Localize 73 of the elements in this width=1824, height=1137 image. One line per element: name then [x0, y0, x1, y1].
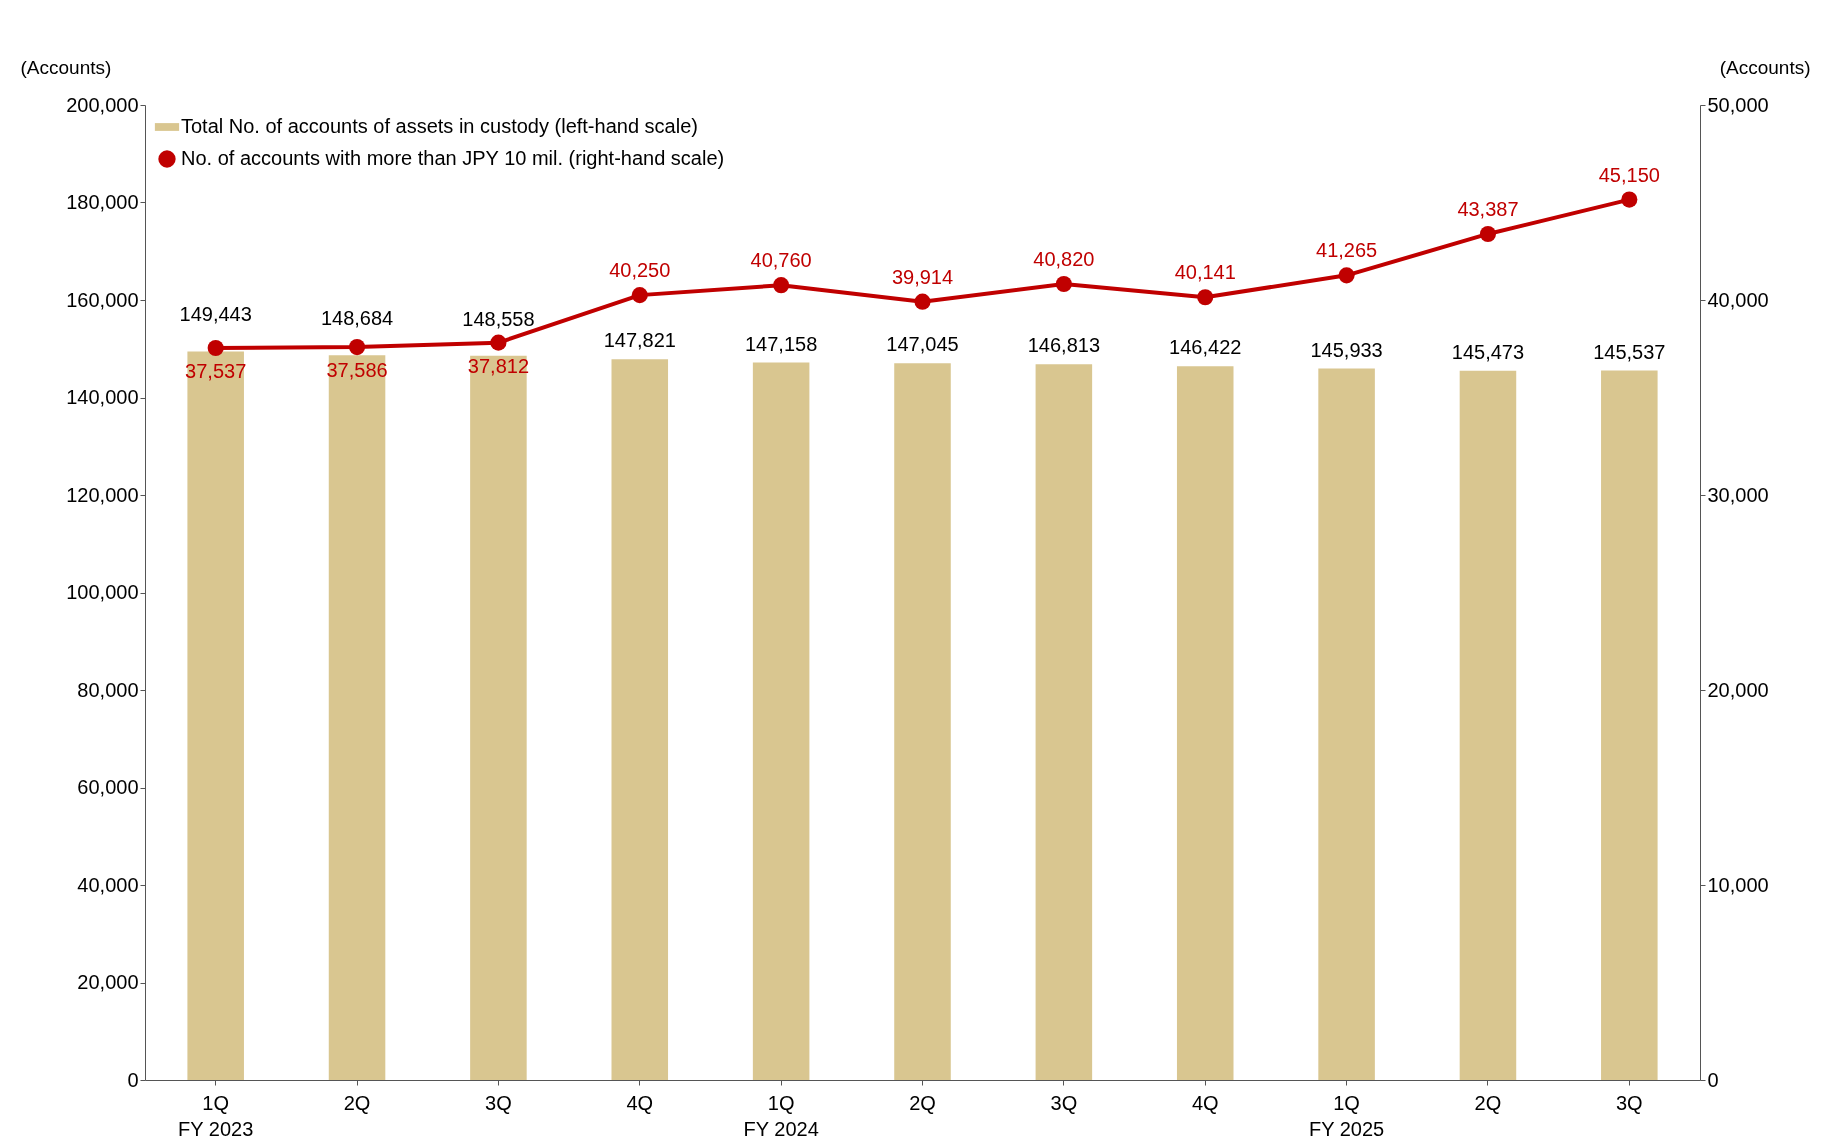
x-tick-label: 1Q FY 2024 [743, 1091, 819, 1137]
data-label: 40,760 [750, 249, 812, 272]
y2-tick-label: 50,000 [1707, 93, 1769, 116]
data-label: 149,443 [179, 303, 252, 326]
x-tick-label: 1Q FY 2023 [178, 1091, 254, 1137]
y-tick-label: 180,000 [66, 191, 139, 213]
point [1197, 289, 1214, 306]
bar [611, 359, 669, 1080]
bar [328, 355, 386, 1080]
x-tick-label: 3Q [485, 1091, 512, 1114]
bar [470, 355, 527, 1080]
y-tick-label: 0 [127, 1068, 139, 1091]
x-tick-label: 4Q [626, 1091, 654, 1114]
y2-tick-label: 40,000 [1707, 288, 1769, 311]
y2-tick-label: 20,000 [1707, 678, 1769, 701]
data-label: 145,537 [1593, 340, 1666, 363]
bar [894, 363, 951, 1080]
legend-label: Total No. of accounts of assets in custody (left-hand scale) [181, 115, 698, 137]
y-tick-label: 140,000 [66, 386, 139, 408]
bar [1459, 370, 1517, 1080]
data-label: 40,250 [609, 259, 671, 282]
y-tick-label: 100,000 [66, 581, 139, 603]
point [348, 339, 366, 356]
bar [752, 362, 810, 1080]
data-label: 40,141 [1174, 261, 1236, 284]
x-tick-label: 2Q [1474, 1091, 1502, 1114]
data-label: 145,933 [1310, 338, 1383, 361]
y-tick-label: 80,000 [77, 678, 139, 701]
bar [1035, 364, 1093, 1080]
data-label: 147,821 [603, 329, 676, 352]
bar [187, 351, 244, 1080]
bar [1318, 368, 1375, 1080]
x-tick-label: 4Q [1191, 1091, 1219, 1114]
y2-tick-label: 30,000 [1707, 483, 1769, 506]
y-tick-label: 60,000 [77, 776, 139, 798]
data-label: 146,813 [1027, 334, 1101, 357]
point [1479, 225, 1497, 242]
y-tick-label: 200,000 [66, 93, 139, 116]
y-tick-label: 120,000 [66, 483, 139, 506]
y-tick-label: 160,000 [66, 288, 139, 311]
point [631, 287, 648, 304]
data-label: 147,158 [744, 332, 818, 355]
point [773, 277, 790, 294]
data-label: 148,558 [462, 307, 535, 330]
y2-axis-title: (Accounts) [1719, 56, 1811, 78]
y2-tick-label: 10,000 [1707, 873, 1769, 896]
data-label: 41,265 [1316, 239, 1378, 262]
data-label: 45,150 [1598, 163, 1660, 186]
x-tick-label: 2Q [909, 1091, 936, 1114]
data-label: 148,684 [320, 307, 394, 330]
point [1338, 267, 1355, 284]
x-tick-label: 1Q FY 2025 [1308, 1091, 1385, 1137]
y-tick-label: 20,000 [77, 971, 139, 993]
bar [1601, 370, 1658, 1080]
x-tick-label: 3Q [1615, 1091, 1643, 1114]
point [1621, 191, 1638, 208]
data-label: 43,387 [1457, 197, 1519, 220]
data-label: 40,820 [1033, 248, 1095, 271]
point [490, 334, 507, 351]
x-tick-label: 2Q [343, 1091, 371, 1114]
point [1055, 275, 1072, 293]
point [914, 293, 931, 310]
data-label: 147,045 [886, 333, 959, 356]
point [207, 339, 224, 357]
data-label: 39,914 [891, 265, 954, 288]
bar [1176, 366, 1234, 1080]
legend-label: No. of accounts with more than JPY 10 mil. (right-hand scale) [181, 147, 725, 169]
y-axis-title: (Accounts) [20, 56, 112, 78]
x-tick-label: 3Q [1050, 1091, 1078, 1114]
y-tick-label: 40,000 [77, 873, 139, 896]
y2-tick-label: 0 [1707, 1068, 1719, 1091]
data-label: 146,422 [1169, 336, 1242, 359]
data-label: 145,473 [1451, 340, 1525, 363]
